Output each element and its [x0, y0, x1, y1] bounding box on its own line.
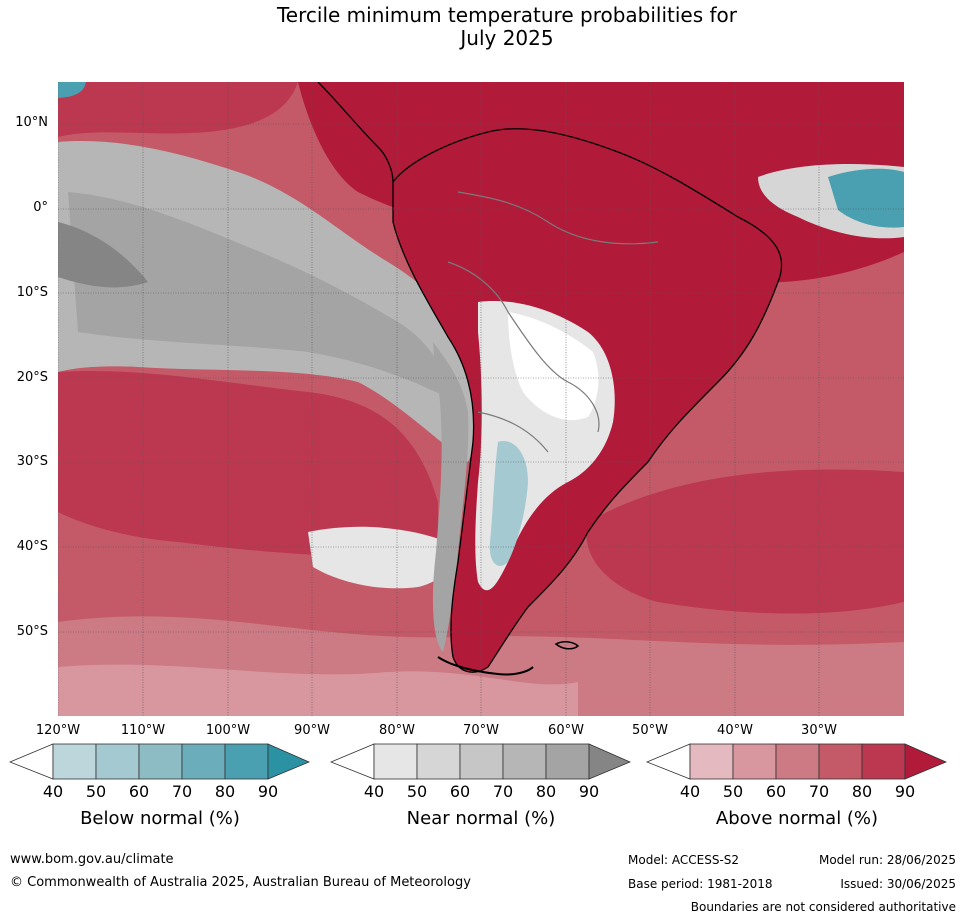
bom-url-link[interactable]: www.bom.gov.au/climate: [10, 852, 174, 867]
lat-label-10n: 10°N: [15, 115, 48, 130]
central-america-coast: [317, 82, 394, 183]
near-normal-title: Near normal (%): [406, 808, 556, 829]
above-swatch-under: [646, 743, 691, 780]
colorbar-below-normal: [9, 743, 311, 780]
lon-label-50w: 50°W: [632, 723, 668, 738]
near-tick-60: 60: [449, 782, 471, 801]
below-swatch-80-90: [224, 743, 269, 780]
near-tick-80: 80: [535, 782, 557, 801]
falklands: [554, 641, 580, 650]
lat-label-30s: 30°S: [16, 454, 48, 469]
below-swatch-40-50: [52, 743, 97, 780]
lat-label-20s: 20°S: [16, 370, 48, 385]
map-title: Tercile minimum temperature probabilitie…: [0, 4, 965, 50]
andes-grey: [432, 342, 469, 652]
below-normal-title: Below normal (%): [80, 808, 240, 829]
above-swatch-50-60: [732, 743, 777, 780]
title-line-2: July 2025: [460, 26, 554, 50]
near-tick-70: 70: [492, 782, 514, 801]
lon-label-30w: 30°W: [801, 723, 837, 738]
near-normal-dark: [68, 192, 456, 402]
below-tick-60: 60: [128, 782, 150, 801]
graticule: [58, 82, 904, 716]
model-run-text: Model run: 28/06/2025: [818, 853, 956, 867]
above-tick-80: 80: [851, 782, 873, 801]
disclaimer-text: Boundaries are not considered authoritat…: [690, 900, 956, 914]
above-normal-title: Above normal (%): [715, 808, 879, 829]
lon-label-60w: 60°W: [548, 723, 584, 738]
model-text: Model: ACCESS-S2: [628, 853, 740, 867]
lon-label-70w: 70°W: [463, 723, 499, 738]
near-tick-90: 90: [578, 782, 600, 801]
lon-label-120w: 120°W: [35, 723, 81, 738]
below-swatch-60-70: [138, 743, 183, 780]
below-tick-90: 90: [257, 782, 279, 801]
below-tick-50: 50: [85, 782, 107, 801]
near-swatch-40-50: [373, 743, 418, 780]
lon-label-100w: 100°W: [205, 723, 251, 738]
lat-label-50s: 50°S: [16, 624, 48, 639]
base-period-text: Base period: 1981-2018: [628, 877, 773, 891]
title-line-1: Tercile minimum temperature probabilitie…: [276, 3, 738, 27]
lat-label-10s: 10°S: [16, 285, 48, 300]
land-below-normal: [489, 441, 528, 566]
colorbar-near-normal: [330, 743, 632, 780]
above-tick-50: 50: [722, 782, 744, 801]
below-swatch-70-80: [181, 743, 226, 780]
near-swatch-over: [588, 743, 632, 780]
above-swatch-40-50: [689, 743, 734, 780]
north-west-red: [58, 82, 298, 137]
caribbean-blue: [58, 82, 86, 98]
atlantic-blue: [828, 168, 904, 228]
above-tick-90: 90: [894, 782, 916, 801]
above-tick-70: 70: [808, 782, 830, 801]
above-swatch-70-80: [818, 743, 863, 780]
below-swatch-over: [267, 743, 311, 780]
near-normal-darkest: [58, 222, 148, 288]
above-swatch-80-90: [861, 743, 906, 780]
issued-text: Issued: 30/06/2025: [840, 877, 956, 891]
lon-label-40w: 40°W: [717, 723, 753, 738]
below-tick-70: 70: [171, 782, 193, 801]
copyright-text: © Commonwealth of Australia 2025, Austra…: [10, 875, 471, 890]
near-swatch-60-70: [459, 743, 504, 780]
below-tick-40: 40: [42, 782, 64, 801]
south-atlantic-dark: [586, 469, 904, 614]
near-tick-50: 50: [406, 782, 428, 801]
near-swatch-80-90: [545, 743, 590, 780]
probability-map: [58, 82, 904, 716]
above-swatch-60-70: [775, 743, 820, 780]
country-boundaries: [447, 191, 659, 453]
lat-label-40s: 40°S: [16, 539, 48, 554]
above-tick-60: 60: [765, 782, 787, 801]
below-swatch-under: [9, 743, 54, 780]
lat-label-0: 0°: [33, 200, 48, 215]
lon-label-90w: 90°W: [294, 723, 330, 738]
near-swatch-under: [330, 743, 375, 780]
lon-label-80w: 80°W: [379, 723, 415, 738]
land-white: [508, 312, 599, 421]
near-swatch-50-60: [416, 743, 461, 780]
above-swatch-over: [904, 743, 948, 780]
coastline: [392, 128, 783, 673]
above-tick-40: 40: [679, 782, 701, 801]
tierra-del-fuego: [437, 656, 534, 676]
south-band-light: [58, 664, 578, 716]
lon-label-110w: 110°W: [120, 723, 166, 738]
grey-patch-sw: [308, 526, 452, 589]
near-swatch-70-80: [502, 743, 547, 780]
colorbar-above-normal: [646, 743, 948, 780]
south-pacific-dark: [58, 371, 438, 557]
below-tick-80: 80: [214, 782, 236, 801]
below-swatch-50-60: [95, 743, 140, 780]
near-tick-40: 40: [363, 782, 385, 801]
